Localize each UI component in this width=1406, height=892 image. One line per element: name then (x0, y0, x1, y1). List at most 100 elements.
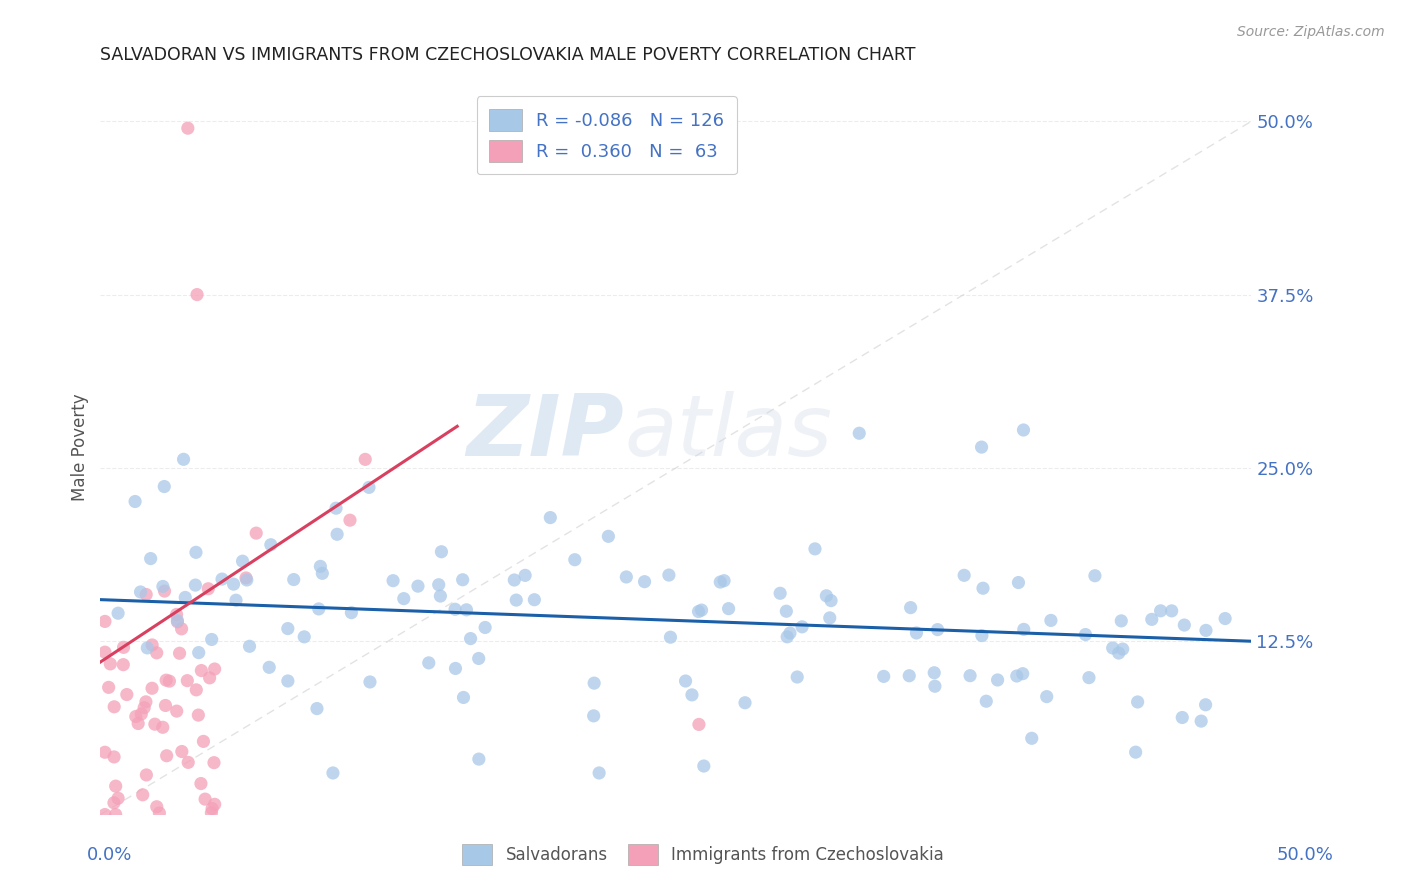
Immigrants from Czechoslovakia (141, 681, 163, 696)
Legend: R = -0.086   N = 126, R =  0.360   N =  63: R = -0.086 N = 126, R = 0.360 N = 63 (477, 96, 737, 175)
Salvadorans (588, 766, 610, 780)
Salvadorans (970, 629, 993, 643)
Immigrants from Czechoslovakia (190, 776, 212, 790)
Salvadorans (503, 573, 526, 587)
Salvadorans (582, 709, 605, 723)
Salvadorans (690, 603, 713, 617)
Salvadorans (153, 479, 176, 493)
Salvadorans (505, 593, 527, 607)
Immigrants from Czechoslovakia (153, 584, 176, 599)
Salvadorans (225, 593, 247, 607)
Salvadorans (340, 606, 363, 620)
Salvadorans (1112, 642, 1135, 657)
Salvadorans (1149, 604, 1171, 618)
Immigrants from Czechoslovakia (354, 452, 377, 467)
Salvadorans (538, 510, 561, 524)
Salvadorans (277, 622, 299, 636)
Immigrants from Czechoslovakia (135, 768, 157, 782)
Immigrants from Czechoslovakia (107, 791, 129, 805)
Salvadorans (970, 440, 993, 454)
Salvadorans (790, 620, 813, 634)
Salvadorans (820, 593, 842, 607)
Salvadorans (1021, 731, 1043, 746)
Salvadorans (322, 766, 344, 780)
Salvadorans (311, 566, 333, 581)
Salvadorans (325, 501, 347, 516)
Salvadorans (184, 578, 207, 592)
Immigrants from Czechoslovakia (103, 750, 125, 764)
Salvadorans (779, 626, 801, 640)
Salvadorans (430, 545, 453, 559)
Salvadorans (1039, 614, 1062, 628)
Immigrants from Czechoslovakia (156, 748, 179, 763)
Immigrants from Czechoslovakia (125, 709, 148, 723)
Salvadorans (815, 589, 838, 603)
Immigrants from Czechoslovakia (94, 615, 117, 629)
Immigrants from Czechoslovakia (143, 717, 166, 731)
Immigrants from Czechoslovakia (200, 805, 222, 820)
Salvadorans (283, 573, 305, 587)
Salvadorans (124, 494, 146, 508)
Salvadorans (1171, 710, 1194, 724)
Immigrants from Czechoslovakia (104, 779, 127, 793)
Immigrants from Czechoslovakia (204, 797, 226, 812)
Salvadorans (166, 614, 188, 628)
Immigrants from Czechoslovakia (115, 688, 138, 702)
Salvadorans (1125, 745, 1147, 759)
Salvadorans (468, 752, 491, 766)
Immigrants from Czechoslovakia (94, 807, 117, 822)
Salvadorans (900, 600, 922, 615)
Salvadorans (236, 573, 259, 587)
Immigrants from Czechoslovakia (166, 615, 188, 629)
Immigrants from Czechoslovakia (204, 662, 226, 676)
Salvadorans (129, 585, 152, 599)
Immigrants from Czechoslovakia (127, 716, 149, 731)
Immigrants from Czechoslovakia (145, 799, 167, 814)
Salvadorans (675, 673, 697, 688)
Salvadorans (1011, 666, 1033, 681)
Text: ZIP: ZIP (467, 391, 624, 474)
Salvadorans (688, 605, 710, 619)
Salvadorans (444, 661, 467, 675)
Salvadorans (444, 602, 467, 616)
Immigrants from Czechoslovakia (201, 801, 224, 815)
Salvadorans (523, 592, 546, 607)
Salvadorans (1012, 623, 1035, 637)
Salvadorans (238, 640, 260, 654)
Immigrants from Czechoslovakia (104, 807, 127, 822)
Salvadorans (987, 673, 1010, 687)
Immigrants from Czechoslovakia (155, 698, 177, 713)
Text: 0.0%: 0.0% (87, 846, 132, 863)
Salvadorans (927, 623, 949, 637)
Immigrants from Czechoslovakia (197, 582, 219, 596)
Salvadorans (201, 632, 224, 647)
Immigrants from Czechoslovakia (103, 699, 125, 714)
Salvadorans (734, 696, 756, 710)
Immigrants from Czechoslovakia (194, 792, 217, 806)
Salvadorans (427, 578, 450, 592)
Salvadorans (357, 480, 380, 494)
Immigrants from Czechoslovakia (186, 287, 208, 301)
Salvadorans (474, 620, 496, 634)
Salvadorans (848, 426, 870, 441)
Salvadorans (174, 591, 197, 605)
Salvadorans (1078, 671, 1101, 685)
Text: atlas: atlas (624, 391, 832, 474)
Salvadorans (1005, 669, 1028, 683)
Salvadorans (173, 452, 195, 467)
Salvadorans (456, 603, 478, 617)
Immigrants from Czechoslovakia (688, 717, 710, 731)
Salvadorans (717, 601, 740, 615)
Salvadorans (305, 701, 328, 715)
Immigrants from Czechoslovakia (132, 788, 155, 802)
Salvadorans (776, 630, 799, 644)
Salvadorans (359, 675, 381, 690)
Immigrants from Czechoslovakia (112, 640, 135, 655)
Salvadorans (232, 554, 254, 568)
Salvadorans (564, 552, 586, 566)
Salvadorans (429, 589, 451, 603)
Immigrants from Czechoslovakia (97, 681, 120, 695)
Salvadorans (1101, 640, 1123, 655)
Salvadorans (292, 630, 315, 644)
Salvadorans (905, 626, 928, 640)
